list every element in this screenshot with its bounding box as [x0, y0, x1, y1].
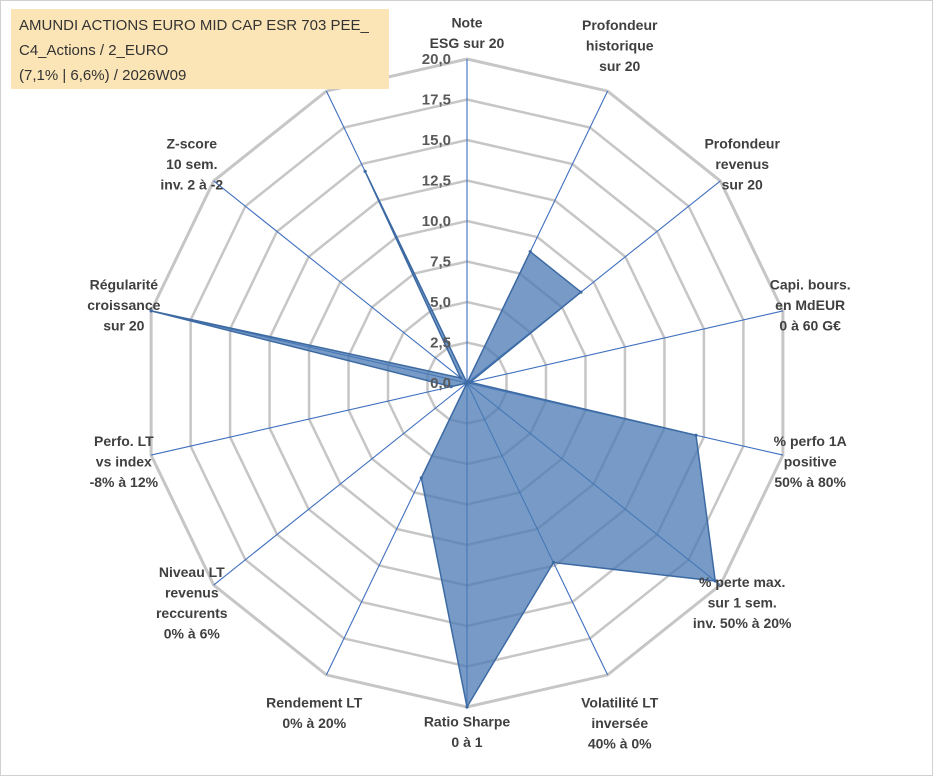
axis-label-line: historique — [586, 37, 654, 53]
axis-label-line: Profondeur — [704, 135, 780, 151]
axis-label-line: en MdEUR — [775, 297, 845, 313]
axis-label-line: reccurents — [156, 605, 228, 621]
axis-label-line: Perfo. LT — [94, 433, 154, 449]
axis-label: Perfo. LT vs index -8% à 12% — [90, 433, 159, 490]
axis-label: Profondeur historique sur 20 — [582, 17, 658, 74]
axis-label: Ratio Sharpe 0 à 1 — [424, 714, 511, 751]
title-line-2: C4_Actions / 2_EURO — [19, 42, 169, 59]
axis-label-line: 10 sem. — [166, 156, 217, 172]
axis-label-line: 40% à 0% — [588, 736, 652, 752]
data-point — [419, 476, 423, 480]
tick-label: 12,5 — [422, 173, 451, 190]
axis-label-line: % perfo 1A — [774, 433, 847, 449]
axis-label-line: revenus — [715, 156, 769, 172]
radar-series — [149, 169, 717, 710]
axis-label-line: Capi. bours. — [770, 276, 851, 292]
axis-label-line: 0 à 60 G€ — [779, 317, 841, 333]
axis-label-line: Rendement LT — [266, 695, 363, 711]
axis-spoke — [466, 310, 783, 384]
data-point — [465, 381, 469, 385]
axis-label-line: 50% à 80% — [774, 474, 846, 490]
axis-label-line: Note — [451, 15, 482, 31]
axis-label: Capi. bours. en MdEUR 0 à 60 G€ — [770, 276, 851, 333]
axis-label-line: sur 20 — [722, 176, 763, 192]
data-point — [363, 169, 367, 173]
tick-label: 15,0 — [422, 132, 451, 149]
tick-label: 17,5 — [422, 92, 451, 109]
title-line-1: AMUNDI ACTIONS EURO MID CAP ESR 703 PEE_ — [19, 17, 369, 34]
axis-label-line: Régularité — [90, 276, 159, 292]
axis-label: Niveau LT revenus reccurents 0% à 6% — [156, 564, 228, 642]
axis-label-line: Volatilité LT — [581, 695, 659, 711]
tick-label: 20,0 — [422, 51, 451, 68]
axis-label-line: 0 à 1 — [451, 734, 482, 750]
axis-label-line: positive — [784, 454, 837, 470]
axis-label: % perte max. sur 1 sem. inv. 50% à 20% — [693, 574, 792, 631]
axis-label-line: revenus — [165, 584, 219, 600]
data-point — [468, 380, 472, 384]
axis-label: Profondeur revenus sur 20 — [704, 135, 780, 192]
chart-title-box: AMUNDI ACTIONS EURO MID CAP ESR 703 PEE_… — [11, 9, 389, 89]
axis-label-line: Profondeur — [582, 17, 658, 33]
axis-label: Note ESG sur 20 — [430, 15, 505, 52]
data-point — [694, 433, 698, 437]
axis-label-line: Ratio Sharpe — [424, 714, 511, 730]
series-area — [150, 171, 717, 710]
tick-label: 5,0 — [430, 294, 451, 311]
tick-label: 0,0 — [430, 375, 451, 392]
data-point — [465, 705, 469, 709]
axis-label: Régularité croissance sur 20 — [87, 276, 160, 333]
data-point — [449, 385, 453, 389]
data-point — [528, 250, 532, 254]
axis-spoke — [213, 382, 468, 586]
axis-label-line: vs index — [96, 454, 152, 470]
axis-label-line: -8% à 12% — [90, 474, 159, 490]
tick-label: 2,5 — [430, 335, 451, 352]
axis-label: Z-score 10 sem. inv. 2 à -2 — [160, 135, 223, 192]
axis-label-line: Z-score — [167, 135, 218, 151]
axis-label-line: croissance — [87, 297, 160, 313]
data-point — [459, 376, 463, 380]
axis-label-line: 0% à 6% — [164, 625, 221, 641]
axis-label-line: ESG sur 20 — [430, 35, 505, 51]
axis-label-line: sur 20 — [103, 317, 144, 333]
axis-label-line: sur 1 sem. — [708, 595, 777, 611]
tick-label: 10,0 — [422, 213, 451, 230]
axis-label-line: 0% à 20% — [282, 715, 346, 731]
data-point — [551, 560, 556, 565]
data-point — [149, 309, 153, 313]
data-point — [713, 579, 717, 583]
axis-label: % perfo 1A positive 50% à 80% — [774, 433, 847, 490]
axis-label: Rendement LT 0% à 20% — [266, 695, 363, 732]
data-point — [579, 290, 583, 294]
title-line-3: (7,1% | 6,6%) / 2026W09 — [19, 67, 187, 84]
axis-label-line: Niveau LT — [159, 564, 225, 580]
axis-spoke — [213, 180, 468, 384]
axis-spoke — [151, 382, 468, 456]
radial-tick-labels: 0,0 2,5 5,0 7,5 10,0 12,5 15,0 17,5 20,0 — [422, 51, 451, 392]
axis-label-line: inv. 2 à -2 — [160, 176, 223, 192]
axis-label-line: inv. 50% à 20% — [693, 615, 792, 631]
tick-label: 7,5 — [430, 254, 451, 271]
axis-label-line: sur 20 — [599, 58, 640, 74]
axis-label-line: inversée — [591, 715, 648, 731]
axis-label-line: % perte max. — [699, 574, 785, 590]
axis-label: Volatilité LT inversée 40% à 0% — [581, 695, 659, 752]
